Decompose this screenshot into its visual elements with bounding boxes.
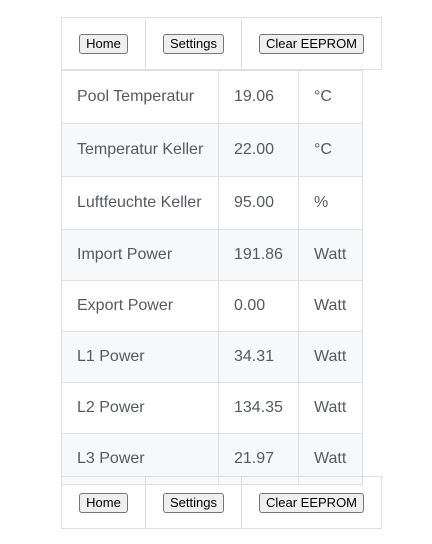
table-row: L2 Power 134.35 Watt	[61, 382, 363, 434]
sensor-name: L1 Power	[61, 331, 219, 383]
sensor-value: 34.31	[218, 331, 299, 383]
table-row: Export Power 0.00 Watt	[61, 280, 363, 332]
sensor-unit: %	[298, 176, 363, 230]
sensor-name: Export Power	[61, 280, 219, 332]
settings-button[interactable]: Settings	[163, 33, 224, 54]
sensor-value: 22.00	[218, 123, 299, 177]
sensor-name: Pool Temperatur	[61, 70, 219, 124]
sensor-unit: Watt	[298, 331, 363, 383]
nav-cell-home: Home	[61, 476, 146, 529]
sensor-unit: °C	[298, 70, 363, 124]
table-row: Temperatur Keller 22.00 °C	[61, 123, 363, 177]
sensor-unit: Watt	[298, 382, 363, 434]
table-row: Luftfeuchte Keller 95.00 %	[61, 176, 363, 230]
home-button[interactable]: Home	[79, 492, 128, 513]
sensor-unit: Watt	[298, 229, 363, 281]
sensor-value: 191.86	[218, 229, 299, 281]
sensor-value: 95.00	[218, 176, 299, 230]
settings-button[interactable]: Settings	[163, 492, 224, 513]
sensor-unit: °C	[298, 123, 363, 177]
sensor-name: Import Power	[61, 229, 219, 281]
nav-cell-settings: Settings	[145, 476, 242, 529]
sensor-value: 0.00	[218, 280, 299, 332]
nav-cell-clear: Clear EEPROM	[241, 17, 382, 70]
sensor-value: 134.35	[218, 382, 299, 434]
sensor-value: 19.06	[218, 70, 299, 124]
sensor-unit: Watt	[298, 280, 363, 332]
table-row: Import Power 191.86 Watt	[61, 229, 363, 281]
sensor-name: Temperatur Keller	[61, 123, 219, 177]
bottom-nav: Home Settings Clear EEPROM	[61, 476, 382, 529]
nav-cell-clear: Clear EEPROM	[241, 476, 382, 529]
home-button[interactable]: Home	[79, 33, 128, 54]
sensor-name: L2 Power	[61, 382, 219, 434]
clear-eeprom-button[interactable]: Clear EEPROM	[258, 492, 365, 513]
sensor-name: Luftfeuchte Keller	[61, 176, 219, 230]
top-nav: Home Settings Clear EEPROM	[61, 17, 382, 70]
clear-eeprom-button[interactable]: Clear EEPROM	[258, 33, 365, 54]
table-row: Pool Temperatur 19.06 °C	[61, 70, 363, 124]
sensor-table: Pool Temperatur 19.06 °C Temperatur Kell…	[61, 70, 363, 485]
nav-cell-home: Home	[61, 17, 146, 70]
table-row: L1 Power 34.31 Watt	[61, 331, 363, 383]
nav-cell-settings: Settings	[145, 17, 242, 70]
